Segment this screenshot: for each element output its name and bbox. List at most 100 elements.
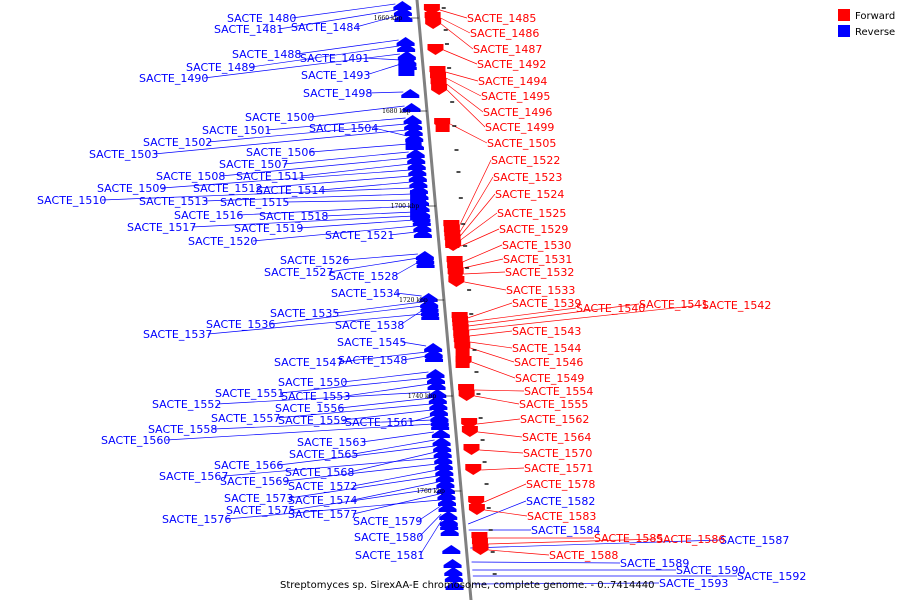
gene-label-reverse[interactable]: SACTE_1503 (89, 148, 158, 161)
gene-label-reverse[interactable]: SACTE_1514 (256, 184, 325, 197)
gene-label-reverse[interactable]: SACTE_1566 (214, 459, 283, 472)
gene-label-reverse[interactable]: SACTE_1593 (659, 577, 728, 590)
gene-label-reverse[interactable]: SACTE_1547 (274, 356, 343, 369)
gene-label-forward[interactable]: SACTE_1540 (576, 302, 645, 315)
gene-label-reverse[interactable]: SACTE_1500 (245, 111, 314, 124)
gene-label-reverse[interactable]: SACTE_1550 (278, 376, 347, 389)
gene-label-forward[interactable]: SACTE_1494 (478, 75, 547, 88)
gene-label-reverse[interactable]: SACTE_1516 (174, 209, 243, 222)
gene-label-reverse[interactable]: SACTE_1521 (325, 229, 394, 242)
gene-label-forward[interactable]: SACTE_1529 (499, 223, 568, 236)
gene-label-forward[interactable]: SACTE_1533 (506, 284, 575, 297)
gene-label-forward[interactable]: SACTE_1495 (481, 90, 550, 103)
gene-label-reverse[interactable]: SACTE_1513 (139, 195, 208, 208)
gene-label-forward[interactable]: SACTE_1571 (524, 462, 593, 475)
gene-label-forward[interactable]: SACTE_1505 (487, 137, 556, 150)
gene-label-reverse[interactable]: SACTE_1488 (232, 48, 301, 61)
gene-label-reverse[interactable]: SACTE_1553 (281, 390, 350, 403)
gene-label-forward[interactable]: SACTE_1564 (522, 431, 591, 444)
gene-label-reverse[interactable]: SACTE_1584 (531, 524, 600, 537)
gene-label-forward[interactable]: SACTE_1549 (515, 372, 584, 385)
gene-label-reverse[interactable]: SACTE_1484 (291, 21, 360, 34)
gene-label-reverse[interactable]: SACTE_1590 (676, 564, 745, 577)
gene-label-reverse[interactable]: SACTE_1558 (148, 423, 217, 436)
gene-label-reverse[interactable]: SACTE_1536 (206, 318, 275, 331)
gene-label-forward[interactable]: SACTE_1522 (491, 154, 560, 167)
gene-label-reverse[interactable]: SACTE_1511 (236, 170, 305, 183)
gene-label-reverse[interactable]: SACTE_1489 (186, 61, 255, 74)
gene-label-forward[interactable]: SACTE_1487 (473, 43, 542, 56)
gene-label-reverse[interactable]: SACTE_1551 (215, 387, 284, 400)
gene-label-reverse[interactable]: SACTE_1552 (152, 398, 221, 411)
gene-label-reverse[interactable]: SACTE_1569 (220, 475, 289, 488)
gene-label-forward[interactable]: SACTE_1570 (523, 447, 592, 460)
gene-label-forward[interactable]: SACTE_1539 (512, 297, 581, 310)
gene-label-forward[interactable]: SACTE_1524 (495, 188, 564, 201)
gene-label-reverse[interactable]: SACTE_1481 (214, 23, 283, 36)
gene-label-reverse[interactable]: SACTE_1527 (264, 266, 333, 279)
gene-label-reverse[interactable]: SACTE_1512 (193, 182, 262, 195)
gene-label-forward[interactable]: SACTE_1499 (485, 121, 554, 134)
gene-label-forward[interactable]: SACTE_1585 (594, 532, 663, 545)
gene-label-reverse[interactable]: SACTE_1576 (162, 513, 231, 526)
gene-label-reverse[interactable]: SACTE_1560 (101, 434, 170, 447)
gene-label-forward[interactable]: SACTE_1531 (503, 253, 572, 266)
gene-label-reverse[interactable]: SACTE_1502 (143, 136, 212, 149)
gene-label-reverse[interactable]: SACTE_1515 (220, 196, 289, 209)
gene-label-forward[interactable]: SACTE_1486 (470, 27, 539, 40)
gene-label-forward[interactable]: SACTE_1523 (493, 171, 562, 184)
gene-label-reverse[interactable]: SACTE_1582 (526, 495, 595, 508)
gene-label-reverse[interactable]: SACTE_1519 (234, 222, 303, 235)
gene-label-reverse[interactable]: SACTE_1548 (338, 354, 407, 367)
gene-label-reverse[interactable]: SACTE_1501 (202, 124, 271, 137)
gene-label-forward[interactable]: SACTE_1530 (502, 239, 571, 252)
gene-label-reverse[interactable]: SACTE_1491 (300, 52, 369, 65)
gene-label-reverse[interactable]: SACTE_1577 (288, 508, 357, 521)
gene-label-reverse[interactable]: SACTE_1589 (620, 557, 689, 570)
gene-label-forward[interactable]: SACTE_1546 (514, 356, 583, 369)
gene-label-reverse[interactable]: SACTE_1535 (270, 307, 339, 320)
gene-label-reverse[interactable]: SACTE_1504 (309, 122, 378, 135)
gene-label-forward[interactable]: SACTE_1492 (477, 58, 546, 71)
gene-label-reverse[interactable]: SACTE_1572 (288, 480, 357, 493)
gene-label-reverse[interactable]: SACTE_1559 (278, 414, 347, 427)
gene-label-reverse[interactable]: SACTE_1579 (353, 515, 422, 528)
gene-label-reverse[interactable]: SACTE_1587 (720, 534, 789, 547)
gene-label-forward[interactable]: SACTE_1554 (524, 385, 593, 398)
gene-label-forward[interactable]: SACTE_1586 (656, 533, 725, 546)
gene-label-reverse[interactable]: SACTE_1557 (211, 412, 280, 425)
gene-label-reverse[interactable]: SACTE_1581 (355, 549, 424, 562)
gene-label-reverse[interactable]: SACTE_1545 (337, 336, 406, 349)
gene-label-forward[interactable]: SACTE_1496 (483, 106, 552, 119)
gene-label-reverse[interactable]: SACTE_1526 (280, 254, 349, 267)
gene-label-reverse[interactable]: SACTE_1573 (224, 492, 293, 505)
gene-label-forward[interactable]: SACTE_1541 (639, 298, 708, 311)
gene-label-reverse[interactable]: SACTE_1518 (259, 210, 328, 223)
gene-label-reverse[interactable]: SACTE_1556 (275, 402, 344, 415)
gene-label-reverse[interactable]: SACTE_1592 (737, 570, 806, 583)
gene-label-reverse[interactable]: SACTE_1510 (37, 194, 106, 207)
gene-label-forward[interactable]: SACTE_1525 (497, 207, 566, 220)
gene-label-reverse[interactable]: SACTE_1538 (335, 319, 404, 332)
gene-label-reverse[interactable]: SACTE_1580 (354, 531, 423, 544)
gene-label-reverse[interactable]: SACTE_1568 (285, 466, 354, 479)
gene-label-reverse[interactable]: SACTE_1507 (219, 158, 288, 171)
gene-label-reverse[interactable]: SACTE_1508 (156, 170, 225, 183)
gene-label-reverse[interactable]: SACTE_1480 (227, 12, 296, 25)
gene-label-reverse[interactable]: SACTE_1498 (303, 87, 372, 100)
gene-label-reverse[interactable]: SACTE_1575 (226, 504, 295, 517)
gene-label-reverse[interactable]: SACTE_1506 (246, 146, 315, 159)
gene-label-reverse[interactable]: SACTE_1517 (127, 221, 196, 234)
gene-label-reverse[interactable]: SACTE_1520 (188, 235, 257, 248)
gene-label-forward[interactable]: SACTE_1562 (520, 413, 589, 426)
gene-label-forward[interactable]: SACTE_1544 (512, 342, 581, 355)
gene-label-reverse[interactable]: SACTE_1490 (139, 72, 208, 85)
gene-label-reverse[interactable]: SACTE_1567 (159, 470, 228, 483)
gene-label-reverse[interactable]: SACTE_1563 (297, 436, 366, 449)
gene-label-forward[interactable]: SACTE_1588 (549, 549, 618, 562)
gene-label-forward[interactable]: SACTE_1543 (512, 325, 581, 338)
gene-label-reverse[interactable]: SACTE_1574 (288, 494, 357, 507)
gene-label-forward[interactable]: SACTE_1578 (526, 478, 595, 491)
gene-label-reverse[interactable]: SACTE_1565 (289, 448, 358, 461)
gene-label-reverse[interactable]: SACTE_1509 (97, 182, 166, 195)
